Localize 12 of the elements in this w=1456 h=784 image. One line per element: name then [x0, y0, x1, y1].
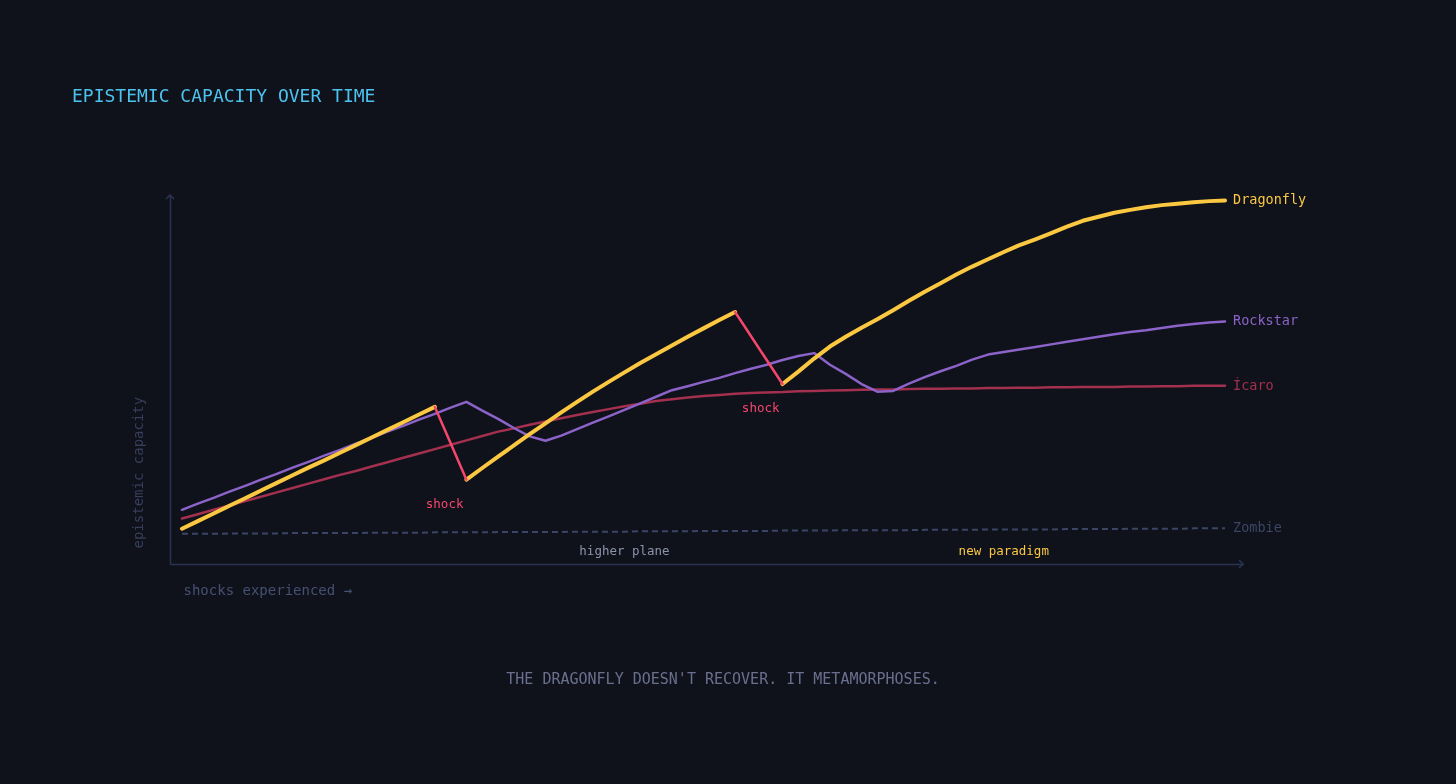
annotation: higher plane	[579, 543, 670, 558]
series-label: Zombie	[1233, 519, 1282, 536]
x-axis-title: shocks experienced →	[183, 581, 353, 598]
series-label: Rockstar	[1233, 312, 1299, 329]
y-axis-title: epistemic capacity	[129, 396, 146, 549]
series-label: Ícaro	[1233, 376, 1274, 393]
annotation: shock	[741, 400, 780, 416]
series-label: Dragonfly	[1233, 191, 1307, 208]
annotation: new paradigm	[958, 543, 1049, 558]
chart-title: EPISTEMIC CAPACITY OVER TIME	[72, 85, 376, 106]
text: THE DRAGONFLY DOESN'T RECOVER. IT METAMORPHOSES.	[506, 670, 940, 688]
annotation: shock	[425, 495, 464, 511]
